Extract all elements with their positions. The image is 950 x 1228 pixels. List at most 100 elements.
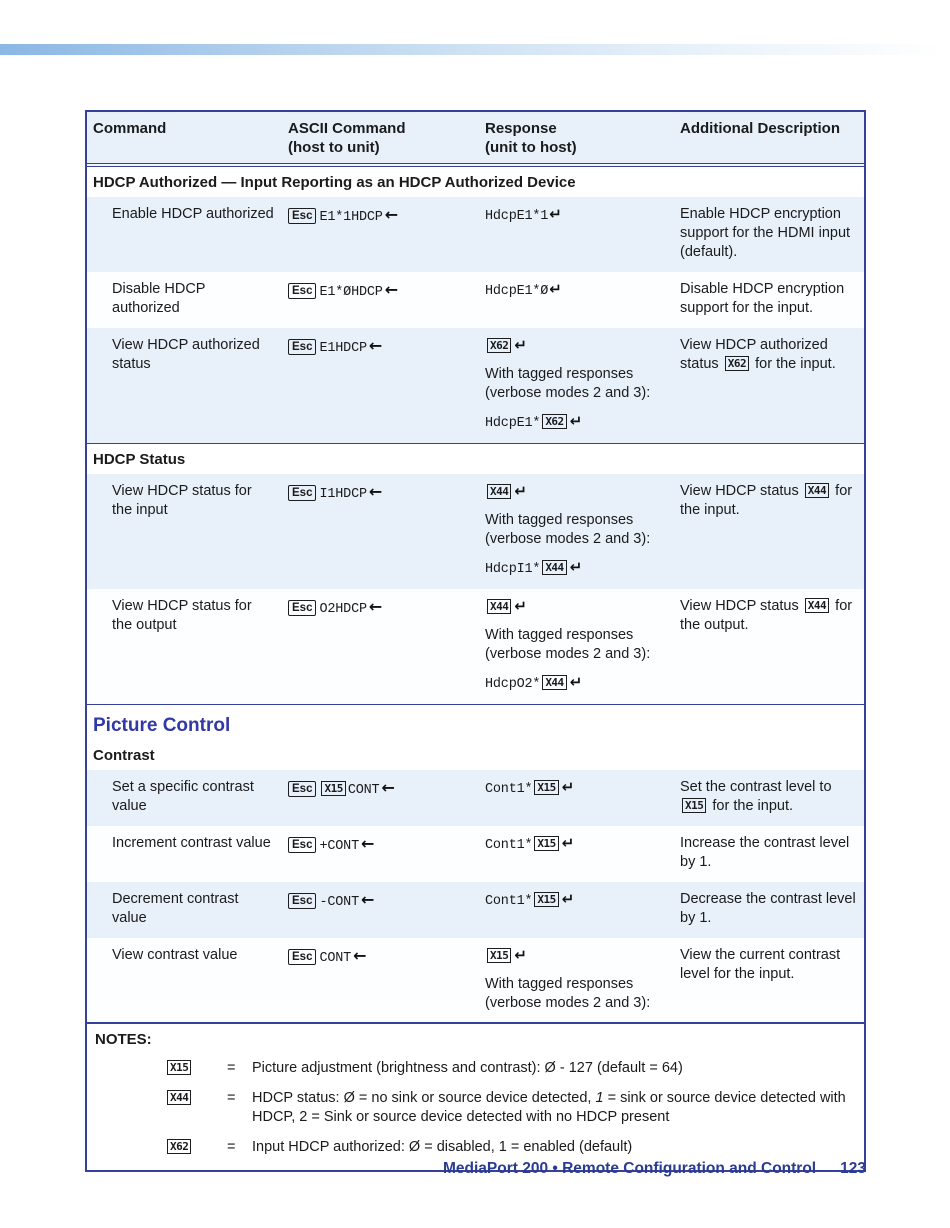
table-row: View HDCP authorized status Esc E1HDCP ← X62… [87, 328, 864, 443]
note-item: X15 = Picture adjustment (brightness and c… [95, 1059, 856, 1078]
cell-line: Esc X15 CONT ← [288, 778, 471, 800]
ascii-command-cell: Esc E1*ØHDCP ← [282, 272, 479, 328]
left-arrow-icon: ← [384, 205, 399, 224]
esc-key-box: Esc [288, 485, 317, 501]
notes-box: NOTES: X15 = Picture adjustment (brightnes… [85, 1022, 866, 1172]
cell-line: Set the contrast level to X15 for the in… [680, 778, 860, 816]
chapter-heading: Picture Control [93, 715, 231, 736]
variable-box: X44 [487, 484, 512, 499]
enter-arrow-icon: ↵ [569, 412, 583, 430]
ascii-command-cell: Esc CONT ← [282, 938, 479, 1053]
enter-arrow-icon: ↵ [549, 205, 562, 223]
note-variable: X62 [165, 1138, 227, 1157]
enter-arrow-icon: ↵ [514, 597, 527, 615]
cell-line: Cont1*X15↵ [485, 890, 666, 911]
cell-line: Esc E1HDCP ← [288, 336, 471, 358]
cell-line: With tagged responses (verbose modes 2 a… [485, 365, 666, 403]
esc-key-box: Esc [288, 600, 317, 616]
table-section: HDCP Authorized — Input Reporting as an … [87, 167, 864, 443]
enter-arrow-icon: ↵ [561, 834, 575, 852]
cell-line: X62 ↵ [485, 336, 666, 356]
text: Increase the contrast level by 1. [680, 835, 850, 870]
text: for the input. [708, 798, 794, 814]
table-row: Disable HDCP authorized Esc E1*ØHDCP ← HdcpE… [87, 272, 864, 328]
cell-line: Cont1*X15↵ [485, 778, 666, 799]
esc-key-box: Esc [288, 893, 317, 909]
variable-box: X44 [167, 1090, 192, 1105]
command-cell: View HDCP authorized status [112, 337, 260, 372]
section-heading: HDCP Authorized — Input Reporting as an … [93, 174, 576, 191]
note-item: X62 = Input HDCP authorized: Ø = disabled,… [95, 1138, 856, 1157]
note-text: Picture adjustment (brightness and contr… [252, 1059, 856, 1078]
mono-text: +CONT [319, 839, 359, 854]
enter-arrow-icon: ↵ [561, 890, 575, 908]
column-header-line: Additional Description [680, 120, 841, 137]
mono-text: HdcpE1*Ø [485, 284, 549, 299]
enter-arrow-icon: ↵ [569, 558, 583, 576]
mono-text: CONT [347, 783, 380, 798]
mono-text: HdcpO2* [485, 677, 541, 692]
cell-line: Esc E1*ØHDCP ← [288, 280, 471, 302]
response-cell: X44 ↵ With tagged responses (verbose modes… [479, 474, 674, 589]
mono-text: O2HDCP [319, 602, 367, 617]
enter-arrow-icon: ↵ [549, 280, 562, 298]
enter-arrow-icon: ↵ [514, 482, 527, 500]
text: With tagged responses (verbose modes 2 a… [485, 976, 651, 1011]
text: for the input. [680, 483, 853, 518]
table-row: Decrement contrast value Esc -CONT ← Cont1* X… [87, 882, 864, 938]
variable-box: X44 [487, 599, 512, 614]
mono-text: I1HDCP [319, 487, 367, 502]
note-variable: X15 [165, 1059, 227, 1078]
cell-line: Esc E1*1HDCP ← [288, 205, 471, 227]
table-row: View HDCP status for the output Esc O2HDCP… [87, 589, 864, 704]
description-cell: Set the contrast level to X15 for the in… [674, 770, 864, 826]
description-cell: View HDCP authorized status X62 for the … [674, 328, 864, 443]
variable-box: X44 [542, 560, 567, 575]
cell-line: HdcpE1* X62 ↵ [485, 412, 666, 433]
column-header-line: ASCII Command [288, 120, 406, 137]
mono-text: Cont1* [485, 894, 533, 909]
column-header-line: Response [485, 120, 557, 137]
command-cell: Decrement contrast value [112, 891, 239, 926]
description-cell: Increase the contrast level by 1. [674, 826, 864, 882]
cell-line: Esc +CONT ← [288, 834, 471, 856]
table-row: View HDCP status for the input Esc I1HDCP ←… [87, 474, 864, 589]
command-cell: Increment contrast value [112, 835, 271, 851]
mono-text: HdcpE1* [485, 416, 541, 431]
table-header-row: Command ASCII Command (host to unit) Respon… [87, 112, 864, 164]
cell-line: View HDCP status X44 for the output. [680, 597, 860, 635]
mono-text: Cont1* [485, 782, 533, 797]
table-row: Enable HDCP authorized Esc E1*1HDCP ← HdcpE1… [87, 197, 864, 272]
mono-text: E1*ØHDCP [319, 285, 383, 300]
esc-key-box: Esc [288, 208, 317, 224]
table-row: Increment contrast value Esc +CONT ← Cont1* X… [87, 826, 864, 882]
note-equals: = [227, 1090, 236, 1106]
description-cell: Disable HDCP encryption support for the … [674, 272, 864, 328]
variable-box: X15 [167, 1060, 192, 1075]
cell-line: View the current contrast level for the … [680, 946, 860, 984]
esc-key-box: Esc [288, 837, 317, 853]
response-cell: Cont1* X15 ↵ [479, 770, 674, 826]
text: View HDCP status [680, 598, 803, 614]
section-heading: Contrast [93, 747, 155, 764]
text: With tagged responses (verbose modes 2 a… [485, 627, 651, 662]
left-arrow-icon: ← [360, 834, 375, 853]
ascii-command-cell: Esc O2HDCP ← [282, 589, 479, 704]
mono-text: CONT [319, 951, 352, 966]
note-equals: = [227, 1060, 236, 1076]
variable-box: X62 [724, 356, 750, 371]
mono-text: Cont1* [485, 838, 533, 853]
esc-key-box: Esc [288, 283, 317, 299]
left-arrow-icon: ← [368, 597, 383, 616]
ascii-command-cell: Esc E1*1HDCP ← [282, 197, 479, 272]
left-arrow-icon: ← [353, 946, 367, 965]
page-footer: MediaPort 200 • Remote Configuration and… [443, 1160, 866, 1178]
text: Input HDCP authorized: Ø = disabled, 1 =… [252, 1139, 633, 1155]
cell-line: HdcpO2* X44 ↵ [485, 673, 666, 694]
cell-line: With tagged responses (verbose modes 2 a… [485, 975, 666, 1013]
cell-line: Esc -CONT ← [288, 890, 471, 912]
column-header: ASCII Command (host to unit) [282, 119, 479, 157]
ascii-command-cell: Esc +CONT ← [282, 826, 479, 882]
description-cell: Decrease the contrast level by 1. [674, 882, 864, 938]
cell-line: HdcpE1*Ø↵ [485, 280, 666, 301]
